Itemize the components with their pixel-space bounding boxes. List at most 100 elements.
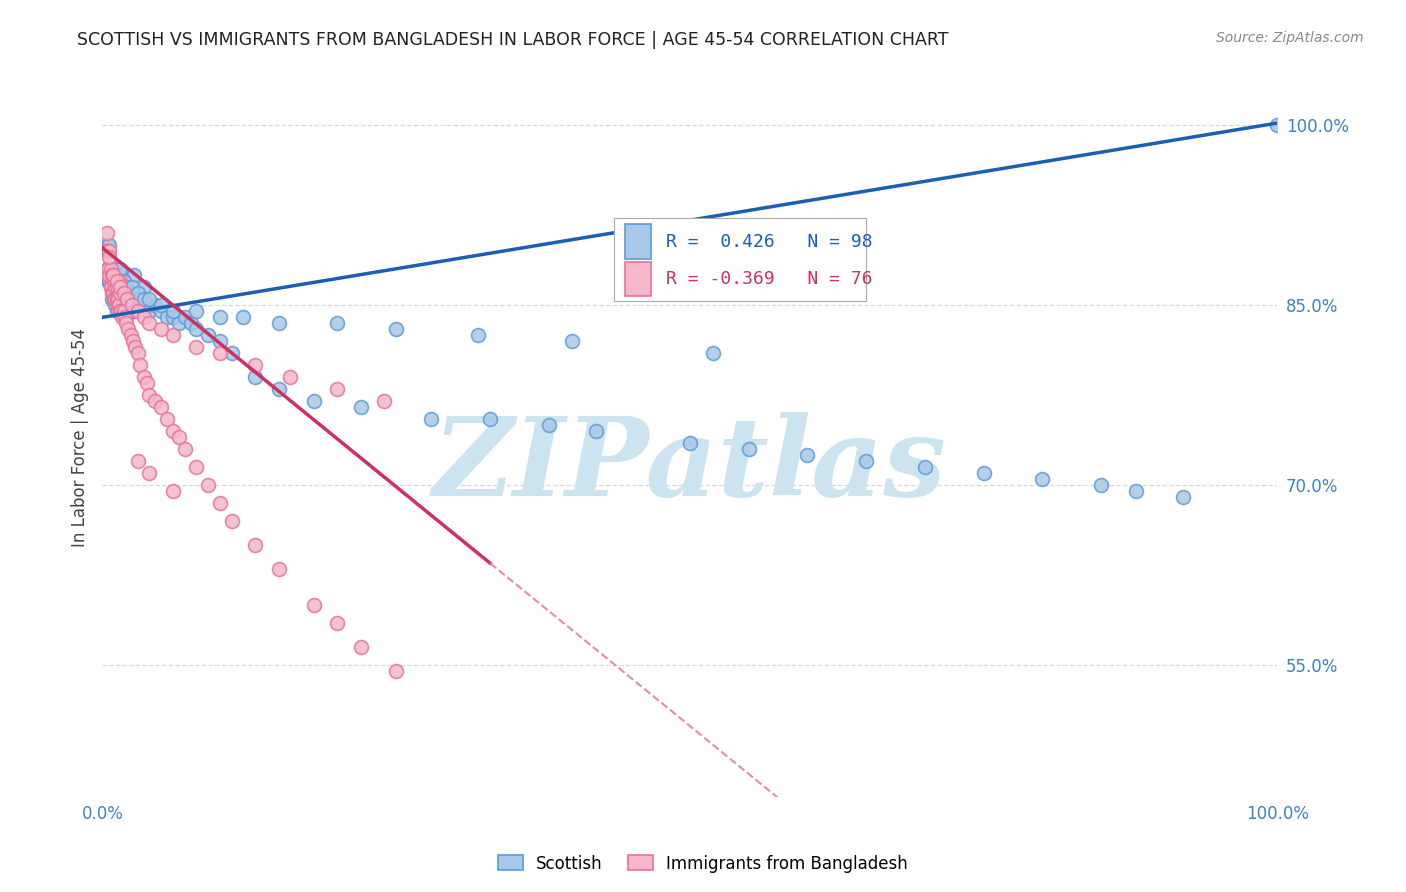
Point (156, 310, 179, 325)
Point (122, 334, 145, 349)
Point (245, 359, 267, 373)
Point (97, 238, 120, 252)
Point (117, 298, 139, 312)
Point (108, 262, 131, 277)
Point (96, 262, 118, 277)
Point (111, 274, 134, 288)
Point (186, 340, 208, 354)
Point (115, 280, 138, 294)
Point (1090, 478, 1112, 492)
Point (110, 293, 132, 307)
Point (94, 268, 117, 283)
Point (373, 394, 395, 409)
Point (98, 268, 121, 283)
Point (385, 322, 408, 336)
Point (97, 274, 120, 288)
Point (150, 298, 173, 312)
Point (138, 467, 160, 481)
Point (162, 425, 184, 439)
Point (121, 280, 143, 294)
Point (162, 484, 184, 499)
Point (127, 454, 149, 468)
Point (108, 286, 131, 301)
Point (143, 394, 166, 409)
Point (108, 268, 131, 283)
Point (112, 286, 135, 301)
Point (120, 328, 142, 343)
Point (162, 328, 184, 343)
Text: ZIPatlas: ZIPatlas (433, 412, 946, 520)
Point (100, 262, 122, 277)
Point (156, 412, 179, 426)
Point (97, 244, 120, 259)
Point (101, 286, 124, 301)
Text: Source: ZipAtlas.com: Source: ZipAtlas.com (1216, 31, 1364, 45)
Point (101, 268, 124, 283)
Point (114, 293, 136, 307)
Point (136, 376, 159, 391)
Point (101, 262, 124, 277)
Point (112, 310, 135, 325)
Point (136, 298, 159, 312)
Point (104, 274, 127, 288)
Point (167, 316, 190, 330)
Point (101, 274, 124, 288)
Point (138, 304, 160, 318)
Point (98, 244, 121, 259)
Point (114, 304, 136, 318)
Point (127, 286, 149, 301)
Point (107, 293, 129, 307)
Point (197, 478, 219, 492)
Point (108, 298, 131, 312)
Point (117, 304, 139, 318)
Point (132, 280, 155, 294)
Point (467, 328, 489, 343)
Point (101, 286, 124, 301)
Point (138, 316, 160, 330)
Point (150, 304, 173, 318)
Point (267, 316, 290, 330)
Point (267, 382, 290, 396)
Point (108, 304, 131, 318)
Point (138, 293, 160, 307)
Point (127, 304, 149, 318)
Point (180, 316, 202, 330)
Point (221, 514, 243, 528)
Text: R =  0.426   N = 98: R = 0.426 N = 98 (666, 233, 873, 251)
Point (208, 310, 231, 325)
Point (1031, 472, 1053, 486)
Point (420, 412, 443, 426)
Point (280, 370, 302, 384)
Point (208, 496, 231, 510)
Point (105, 274, 128, 288)
Point (914, 460, 936, 475)
Point (111, 293, 134, 307)
Point (103, 293, 125, 307)
FancyBboxPatch shape (626, 261, 651, 296)
Point (101, 286, 124, 301)
Point (105, 274, 128, 288)
Point (129, 359, 152, 373)
Point (350, 640, 373, 655)
Point (115, 310, 138, 325)
Point (97, 262, 120, 277)
Point (267, 562, 290, 576)
Point (245, 538, 267, 552)
Point (326, 382, 349, 396)
Point (162, 304, 184, 318)
Point (115, 293, 138, 307)
Point (108, 286, 131, 301)
Point (302, 599, 325, 613)
Point (173, 442, 195, 457)
Point (120, 298, 142, 312)
Legend: Scottish, Immigrants from Bangladesh: Scottish, Immigrants from Bangladesh (491, 848, 915, 880)
Point (221, 346, 243, 360)
FancyBboxPatch shape (613, 218, 866, 301)
Point (110, 268, 132, 283)
Point (100, 280, 122, 294)
Point (132, 293, 155, 307)
Point (302, 394, 325, 409)
Point (103, 286, 125, 301)
Point (167, 430, 190, 444)
Point (702, 346, 724, 360)
